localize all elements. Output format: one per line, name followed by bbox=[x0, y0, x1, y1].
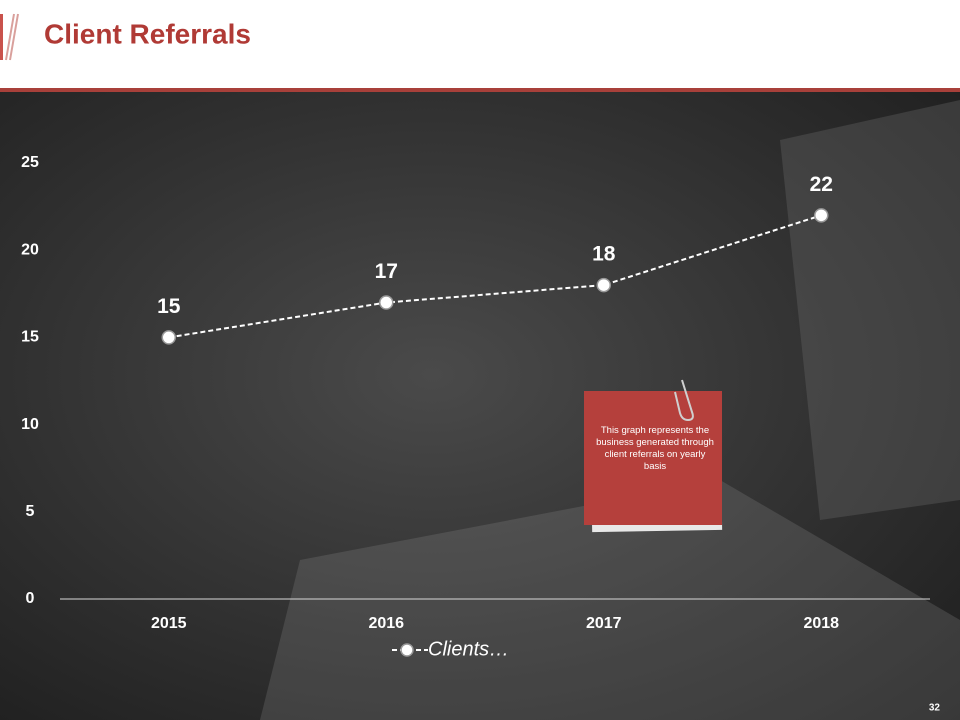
x-tick-label: 2015 bbox=[151, 615, 187, 632]
y-tick-label: 20 bbox=[21, 241, 39, 258]
data-label: 18 bbox=[592, 243, 616, 266]
y-tick-label: 5 bbox=[26, 503, 35, 520]
legend-marker bbox=[400, 643, 414, 657]
y-tick-label: 0 bbox=[26, 590, 35, 607]
data-label: 15 bbox=[157, 295, 181, 318]
x-tick-label: 2017 bbox=[586, 615, 622, 632]
data-label: 17 bbox=[375, 260, 398, 283]
header-rule bbox=[0, 88, 960, 92]
photo-shade bbox=[780, 100, 960, 520]
data-point bbox=[161, 330, 176, 345]
data-point bbox=[379, 295, 394, 310]
page-number: 32 bbox=[929, 703, 941, 714]
note-card bbox=[584, 379, 723, 533]
x-tick-label: 2018 bbox=[803, 615, 839, 632]
legend-label: Clients… bbox=[428, 638, 509, 660]
y-tick-label: 25 bbox=[21, 154, 39, 171]
annotation: This graph represents the business gener… bbox=[596, 425, 714, 472]
background-photo bbox=[0, 92, 960, 720]
data-point bbox=[814, 208, 829, 223]
x-tick-label: 2016 bbox=[368, 615, 404, 632]
data-point bbox=[596, 277, 611, 293]
y-tick-label: 10 bbox=[21, 416, 39, 433]
series-line bbox=[168, 214, 822, 339]
header-decoration bbox=[0, 13, 19, 61]
photo-shade bbox=[260, 480, 960, 720]
data-label: 22 bbox=[810, 173, 833, 196]
chart-title: Client Referrals bbox=[44, 18, 251, 49]
y-tick-label: 15 bbox=[21, 329, 39, 346]
